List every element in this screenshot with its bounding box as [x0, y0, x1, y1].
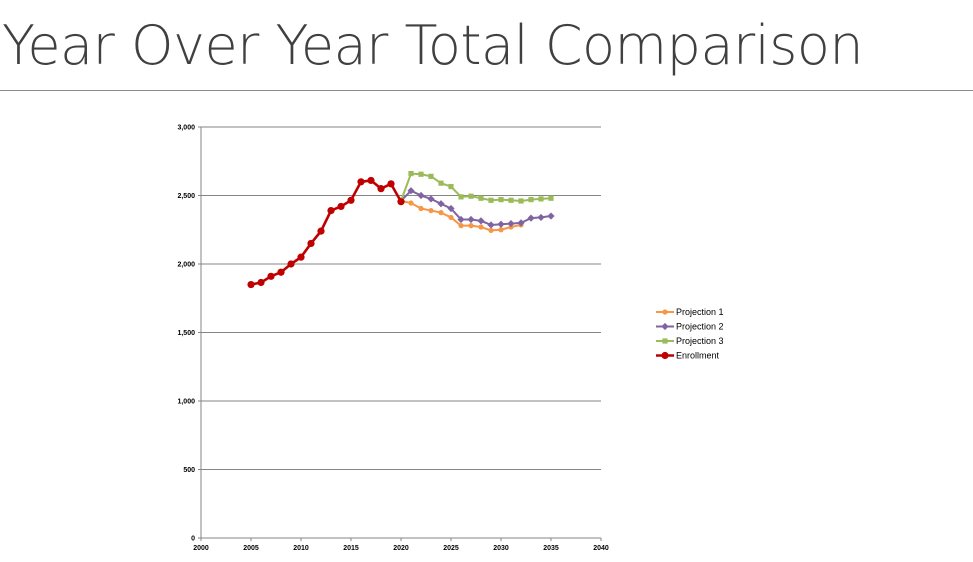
slide-title: Year Over Year Total Comparison — [2, 14, 864, 77]
data-point — [448, 214, 454, 221]
y-tick-label: 0 — [191, 536, 195, 543]
legend-marker — [662, 338, 668, 344]
data-point — [458, 223, 464, 229]
series-line — [250, 179, 403, 286]
x-tick-label: 2000 — [193, 545, 209, 552]
data-point — [518, 198, 524, 204]
data-point — [517, 219, 525, 227]
data-point — [468, 223, 474, 229]
data-point — [537, 213, 545, 222]
data-point — [407, 187, 415, 195]
y-tick-label: 1,000 — [177, 399, 195, 406]
x-tick-label: 2010 — [293, 545, 309, 552]
data-point — [447, 204, 455, 213]
data-point — [457, 215, 465, 224]
y-tick-label: 3,000 — [177, 125, 195, 132]
y-tick-label: 500 — [183, 467, 195, 474]
data-point — [547, 212, 555, 220]
data-point — [387, 180, 395, 188]
y-tick-label: 2,000 — [177, 262, 195, 269]
data-point — [488, 227, 494, 234]
data-point — [438, 210, 444, 216]
legend-marker — [661, 351, 669, 360]
data-point — [527, 214, 535, 222]
data-point — [538, 196, 544, 202]
data-point — [397, 198, 405, 206]
data-point — [507, 219, 515, 228]
data-point — [508, 197, 514, 203]
legend-marker — [661, 322, 669, 331]
legend-item: Projection 1 — [656, 307, 724, 317]
y-tick-label: 2,500 — [177, 193, 195, 200]
data-point — [438, 180, 444, 186]
data-point — [437, 200, 445, 208]
series-line — [400, 172, 552, 202]
series-line — [400, 189, 552, 226]
axes: 0 500 1,000 1,500 2,000 2,500 3,000 2000 2005 201… — [177, 125, 608, 553]
x-tick-label: 2005 — [243, 545, 259, 552]
series-lines — [247, 170, 555, 289]
data-point — [458, 194, 464, 200]
x-tick-label: 2035 — [543, 545, 559, 552]
series-projection-3 — [398, 170, 554, 204]
data-point — [247, 280, 255, 289]
data-point — [257, 278, 265, 287]
data-point — [428, 173, 434, 179]
x-tick-label: 2020 — [393, 545, 409, 552]
x-tick-label: 2015 — [343, 545, 359, 552]
data-point — [468, 193, 474, 199]
series-enrollment — [247, 176, 405, 289]
data-point — [337, 202, 345, 211]
x-tick-label: 2025 — [443, 545, 459, 552]
x-tick-label: 2040 — [593, 545, 609, 552]
legend-label: Projection 1 — [676, 307, 724, 317]
series-projection-1 — [398, 198, 524, 234]
data-point — [297, 253, 305, 261]
data-point — [427, 195, 435, 203]
data-point — [418, 171, 424, 177]
legend-label: Enrollment — [676, 351, 720, 361]
data-point — [307, 239, 315, 248]
data-point — [467, 215, 475, 224]
legend-marker — [662, 309, 668, 315]
data-point — [417, 191, 425, 200]
data-point — [317, 227, 325, 235]
data-point — [478, 195, 484, 201]
data-point — [357, 178, 365, 186]
title-divider — [0, 90, 973, 91]
legend-item: Projection 2 — [656, 322, 724, 332]
legend-label: Projection 3 — [676, 336, 724, 346]
legend-item: Projection 3 — [656, 336, 724, 346]
data-point — [408, 170, 414, 177]
legend-item: Enrollment — [656, 351, 720, 361]
data-point — [418, 205, 424, 212]
data-point — [448, 183, 454, 190]
legend-label: Projection 2 — [676, 322, 724, 332]
data-point — [267, 272, 275, 280]
data-point — [478, 224, 484, 230]
data-point — [497, 220, 505, 228]
data-point — [498, 227, 504, 233]
data-point — [408, 200, 414, 206]
data-point — [428, 207, 434, 214]
data-point — [487, 221, 495, 229]
x-tick-label: 2030 — [493, 545, 509, 552]
data-point — [548, 195, 554, 201]
data-point — [477, 217, 485, 225]
data-point — [347, 196, 355, 204]
y-tick-label: 1,500 — [177, 330, 195, 337]
data-point — [367, 176, 375, 185]
data-point — [277, 268, 285, 276]
data-point — [377, 185, 385, 193]
gridlines — [201, 126, 601, 470]
data-point — [287, 260, 295, 268]
data-point — [528, 197, 534, 203]
data-point — [327, 206, 335, 215]
data-point — [488, 197, 494, 203]
data-point — [498, 197, 504, 203]
legend: Projection 1 Projection 2 Projection 3 Enro… — [656, 307, 724, 361]
